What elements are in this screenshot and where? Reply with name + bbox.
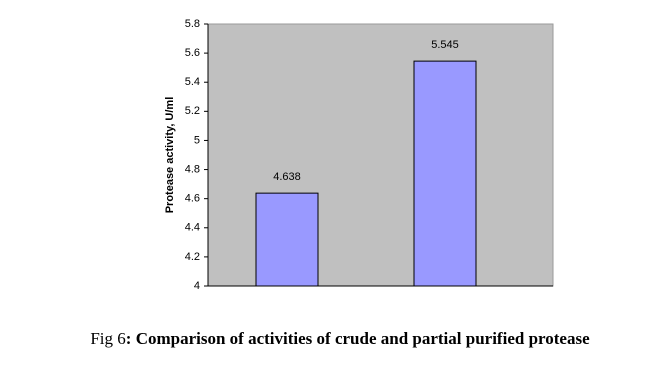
caption: Fig 6: Comparison of activities of crude… bbox=[90, 329, 590, 348]
caption-label: Fig 6 bbox=[90, 329, 125, 348]
y-tick-label: 5 bbox=[194, 134, 200, 146]
y-tick-label: 4.4 bbox=[185, 222, 200, 234]
y-tick-label: 4.2 bbox=[185, 251, 200, 263]
y-tick-label: 4 bbox=[194, 280, 200, 292]
caption-text: : Comparison of activities of crude and … bbox=[126, 329, 590, 348]
y-tick-label: 5.6 bbox=[185, 47, 200, 59]
value-label: 4.638 bbox=[273, 171, 301, 183]
y-tick-label: 5.4 bbox=[185, 76, 200, 88]
y-tick-label: 4.8 bbox=[185, 163, 200, 175]
y-axis-label: Protease activity, U/ml bbox=[164, 97, 176, 214]
y-tick-label: 5.2 bbox=[185, 105, 200, 117]
y-tick-label: 4.6 bbox=[185, 193, 200, 205]
value-label: 5.545 bbox=[431, 39, 459, 51]
bar bbox=[255, 192, 319, 287]
bar bbox=[413, 60, 477, 287]
y-tick-label: 5.8 bbox=[185, 18, 200, 30]
